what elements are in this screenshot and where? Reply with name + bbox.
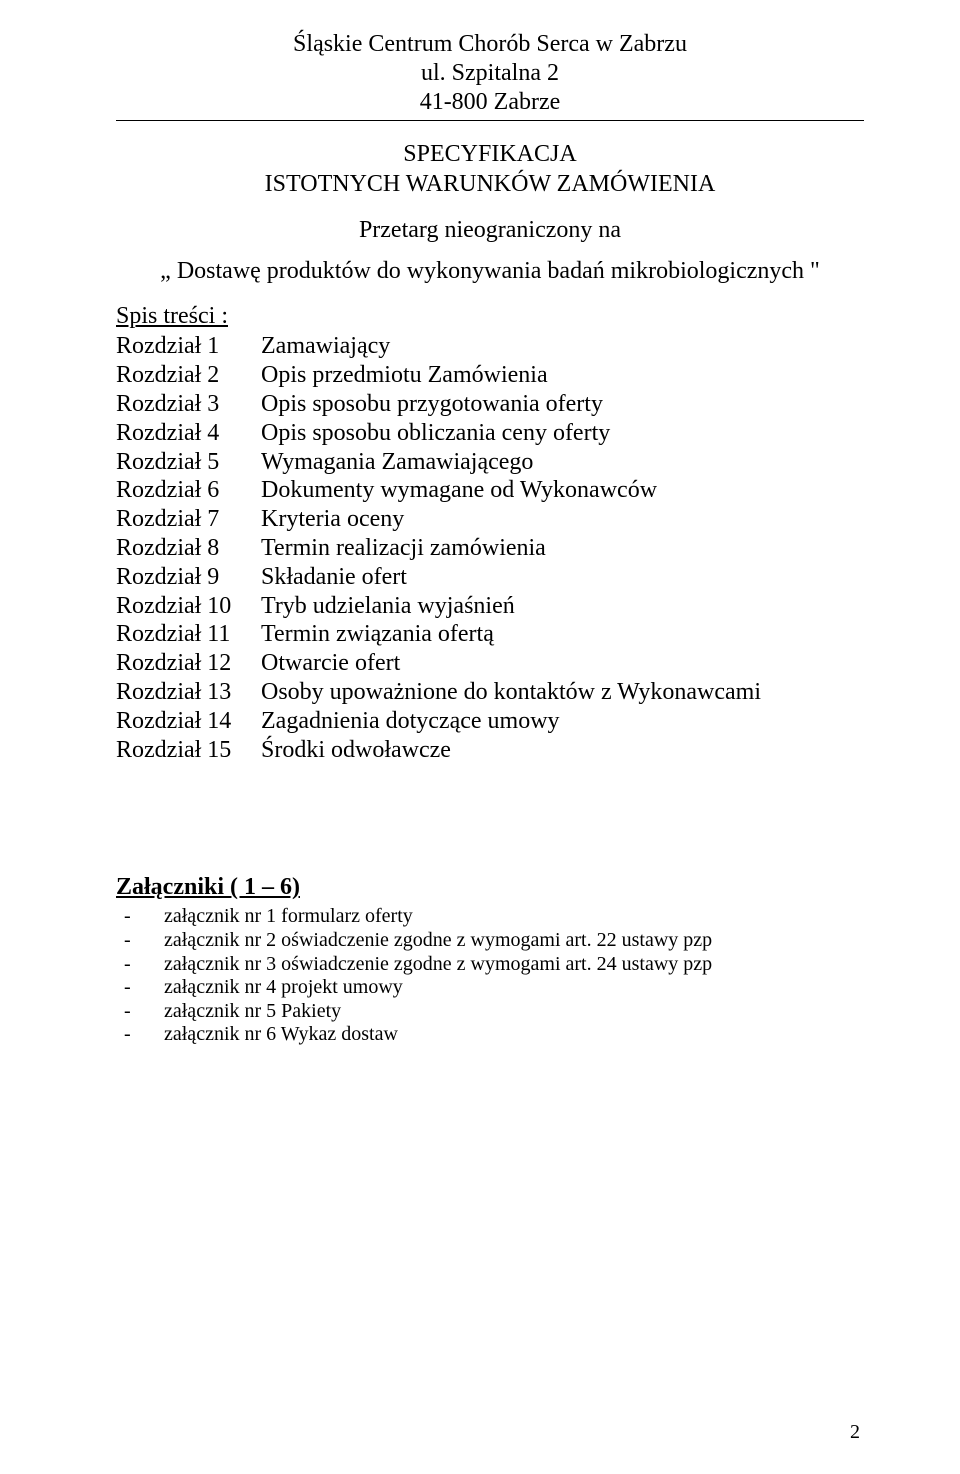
- toc-row: Rozdział 14 Zagadnienia dotyczące umowy: [116, 707, 864, 736]
- toc-row: Rozdział 5 Wymagania Zamawiającego: [116, 448, 864, 477]
- toc-row: Rozdział 12 Otwarcie ofert: [116, 649, 864, 678]
- title-line-1: SPECYFIKACJA: [116, 139, 864, 169]
- annex-text: załącznik nr 1 formularz oferty: [164, 905, 864, 929]
- toc-title: Kryteria oceny: [261, 505, 864, 534]
- annex-item: - załącznik nr 6 Wykaz dostaw: [116, 1023, 864, 1047]
- page-number: 2: [850, 1421, 860, 1444]
- toc-chapter: Rozdział 3: [116, 390, 261, 419]
- toc-chapter: Rozdział 12: [116, 649, 261, 678]
- toc-row: Rozdział 9 Składanie ofert: [116, 563, 864, 592]
- annex-text: załącznik nr 6 Wykaz dostaw: [164, 1023, 864, 1047]
- toc-row: Rozdział 6 Dokumenty wymagane od Wykonaw…: [116, 476, 864, 505]
- toc-row: Rozdział 7 Kryteria oceny: [116, 505, 864, 534]
- toc-row: Rozdział 13 Osoby upoważnione do kontakt…: [116, 678, 864, 707]
- toc-row: Rozdział 1 Zamawiający: [116, 332, 864, 361]
- bullet-dash-icon: -: [116, 976, 164, 1000]
- document-page: Śląskie Centrum Chorób Serca w Zabrzu ul…: [0, 0, 960, 1474]
- toc-title: Zamawiający: [261, 332, 864, 361]
- toc-title: Osoby upoważnione do kontaktów z Wykonaw…: [261, 678, 864, 707]
- annex-text: załącznik nr 4 projekt umowy: [164, 976, 864, 1000]
- toc-chapter: Rozdział 14: [116, 707, 261, 736]
- annex-list: - załącznik nr 1 formularz oferty - załą…: [116, 905, 864, 1047]
- header-line-1: Śląskie Centrum Chorób Serca w Zabrzu: [116, 30, 864, 59]
- header-line-2: ul. Szpitalna 2: [116, 59, 864, 88]
- document-title: SPECYFIKACJA ISTOTNYCH WARUNKÓW ZAMÓWIEN…: [116, 139, 864, 199]
- bullet-dash-icon: -: [116, 929, 164, 953]
- annex-item: - załącznik nr 4 projekt umowy: [116, 976, 864, 1000]
- toc-title: Wymagania Zamawiającego: [261, 448, 864, 477]
- toc-row: Rozdział 8 Termin realizacji zamówienia: [116, 534, 864, 563]
- table-of-contents: Rozdział 1 Zamawiający Rozdział 2 Opis p…: [116, 332, 864, 764]
- bullet-dash-icon: -: [116, 1023, 164, 1047]
- toc-heading: Spis treści :: [116, 303, 864, 330]
- annex-item: - załącznik nr 1 formularz oferty: [116, 905, 864, 929]
- toc-title: Opis sposobu obliczania ceny oferty: [261, 419, 864, 448]
- toc-row: Rozdział 2 Opis przedmiotu Zamówienia: [116, 361, 864, 390]
- header-divider: [116, 120, 864, 121]
- toc-title: Termin związania ofertą: [261, 620, 864, 649]
- toc-title: Dokumenty wymagane od Wykonawców: [261, 476, 864, 505]
- toc-chapter: Rozdział 6: [116, 476, 261, 505]
- toc-chapter: Rozdział 4: [116, 419, 261, 448]
- toc-chapter: Rozdział 11: [116, 620, 261, 649]
- toc-row: Rozdział 4 Opis sposobu obliczania ceny …: [116, 419, 864, 448]
- toc-row: Rozdział 11 Termin związania ofertą: [116, 620, 864, 649]
- toc-title: Środki odwoławcze: [261, 736, 864, 765]
- toc-chapter: Rozdział 2: [116, 361, 261, 390]
- toc-chapter: Rozdział 1: [116, 332, 261, 361]
- annex-item: - załącznik nr 5 Pakiety: [116, 1000, 864, 1024]
- annex-heading: Załączniki ( 1 – 6): [116, 874, 864, 901]
- toc-row: Rozdział 3 Opis sposobu przygotowania of…: [116, 390, 864, 419]
- title-line-2: ISTOTNYCH WARUNKÓW ZAMÓWIENIA: [116, 169, 864, 199]
- toc-chapter: Rozdział 9: [116, 563, 261, 592]
- toc-title: Otwarcie ofert: [261, 649, 864, 678]
- toc-chapter: Rozdział 13: [116, 678, 261, 707]
- toc-title: Opis przedmiotu Zamówienia: [261, 361, 864, 390]
- document-subtitle: Przetarg nieograniczony na: [116, 217, 864, 244]
- toc-row: Rozdział 15 Środki odwoławcze: [116, 736, 864, 765]
- toc-chapter: Rozdział 5: [116, 448, 261, 477]
- toc-chapter: Rozdział 15: [116, 736, 261, 765]
- annex-text: załącznik nr 2 oświadczenie zgodne z wym…: [164, 929, 864, 953]
- document-header: Śląskie Centrum Chorób Serca w Zabrzu ul…: [116, 30, 864, 116]
- bullet-dash-icon: -: [116, 1000, 164, 1024]
- toc-title: Zagadnienia dotyczące umowy: [261, 707, 864, 736]
- toc-title: Składanie ofert: [261, 563, 864, 592]
- annex-item: - załącznik nr 2 oświadczenie zgodne z w…: [116, 929, 864, 953]
- toc-chapter: Rozdział 7: [116, 505, 261, 534]
- annex-text: załącznik nr 5 Pakiety: [164, 1000, 864, 1024]
- bullet-dash-icon: -: [116, 953, 164, 977]
- header-line-3: 41-800 Zabrze: [116, 88, 864, 117]
- toc-chapter: Rozdział 8: [116, 534, 261, 563]
- annex-text: załącznik nr 3 oświadczenie zgodne z wym…: [164, 953, 864, 977]
- document-subject: „ Dostawę produktów do wykonywania badań…: [116, 258, 864, 285]
- toc-chapter: Rozdział 10: [116, 592, 261, 621]
- toc-title: Opis sposobu przygotowania oferty: [261, 390, 864, 419]
- toc-title: Termin realizacji zamówienia: [261, 534, 864, 563]
- toc-row: Rozdział 10 Tryb udzielania wyjaśnień: [116, 592, 864, 621]
- toc-title: Tryb udzielania wyjaśnień: [261, 592, 864, 621]
- annex-item: - załącznik nr 3 oświadczenie zgodne z w…: [116, 953, 864, 977]
- bullet-dash-icon: -: [116, 905, 164, 929]
